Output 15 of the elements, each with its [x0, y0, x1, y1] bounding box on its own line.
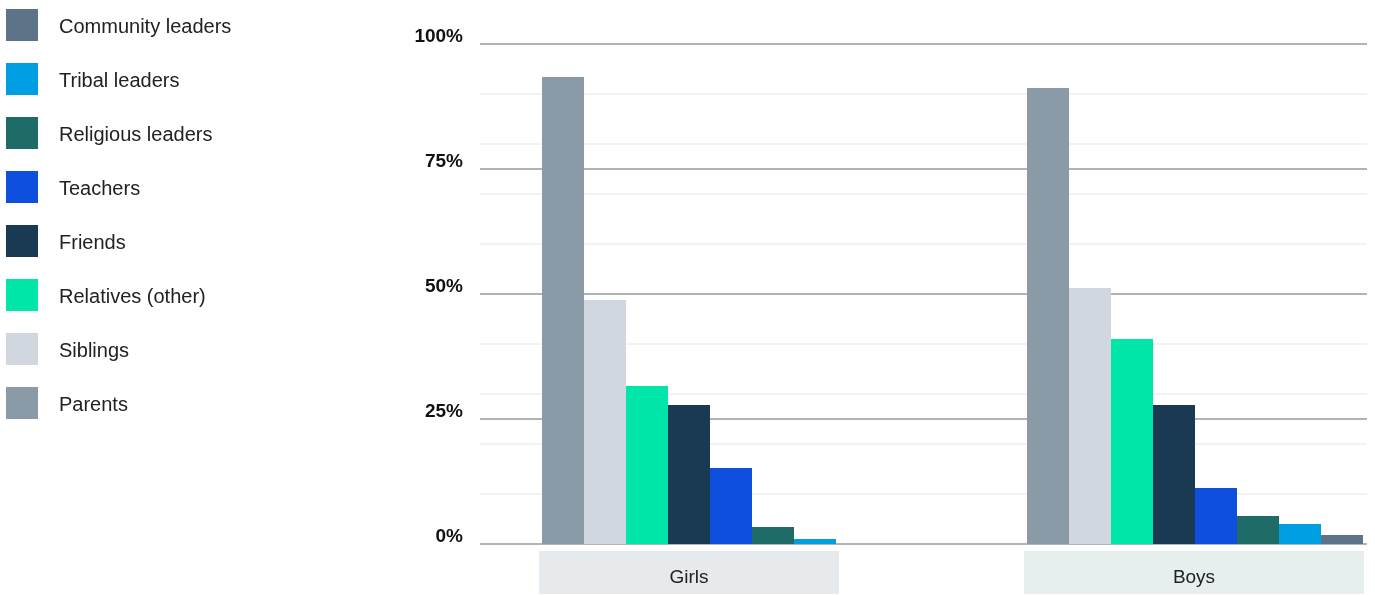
- legend-label: Tribal leaders: [59, 69, 180, 91]
- y-tick-label: 0%: [435, 525, 464, 546]
- legend-label: Parents: [59, 393, 128, 415]
- y-tick-label: 75%: [424, 150, 464, 171]
- x-tick-label: Girls: [669, 566, 709, 587]
- x-tick-label: Boys: [1172, 566, 1216, 587]
- legend-label: Siblings: [59, 339, 130, 361]
- y-tick-label: 50%: [424, 275, 464, 296]
- legend-label: Relatives (other): [59, 285, 206, 307]
- legend-label: Friends: [59, 231, 126, 253]
- y-tick-label: 25%: [424, 400, 464, 421]
- legend-label: Community leaders: [59, 15, 232, 37]
- y-tick-label: 100%: [414, 25, 464, 46]
- legend-label: Religious leaders: [59, 123, 213, 145]
- legend-label: Teachers: [59, 177, 141, 199]
